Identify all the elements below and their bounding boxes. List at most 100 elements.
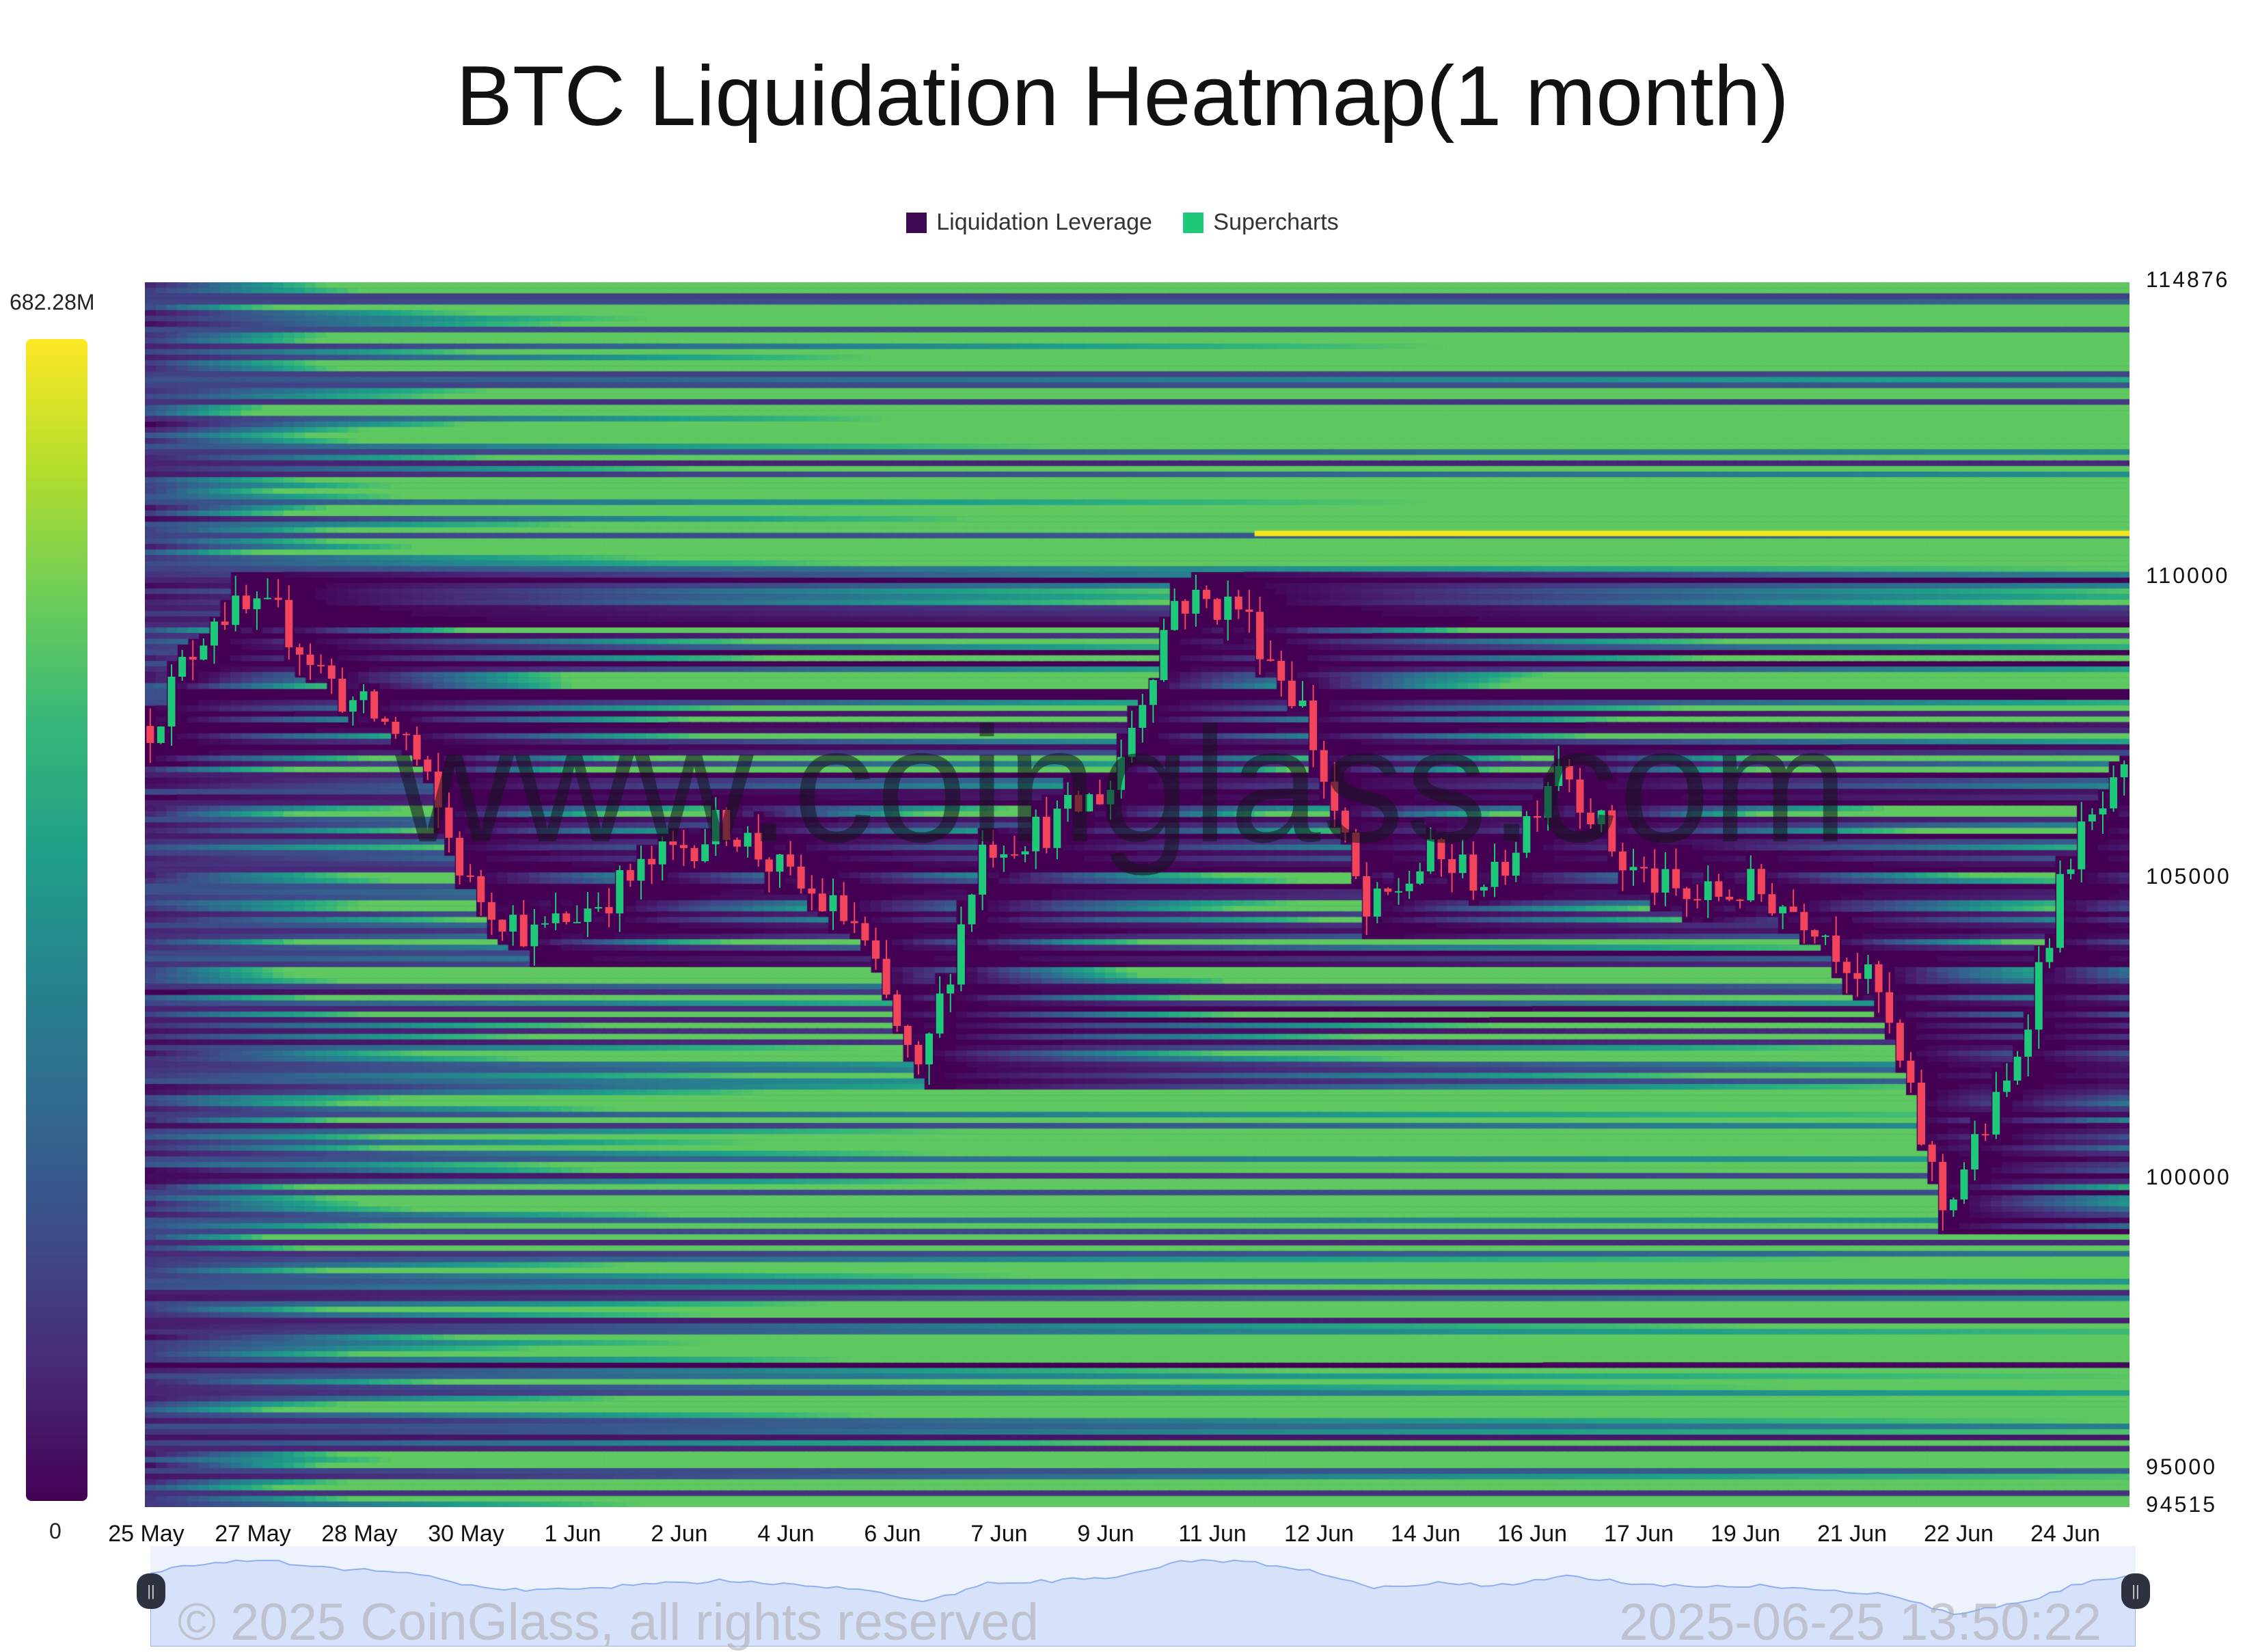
x-tick-label: 19 Jun (1710, 1521, 1781, 1547)
candle-body (381, 718, 389, 722)
x-tick-label: 28 May (321, 1521, 398, 1547)
candle-up (1555, 746, 1563, 791)
candle-down (893, 990, 901, 1032)
candle-down (1277, 650, 1285, 697)
legend-item-liquidation[interactable]: Liquidation Leverage (906, 209, 1152, 236)
candle-body (979, 844, 987, 895)
candle-body (403, 733, 410, 735)
legend-item-supercharts[interactable]: Supercharts (1183, 209, 1339, 236)
candle-up (947, 974, 955, 1013)
candle-body (1544, 786, 1552, 818)
candle-body (221, 621, 229, 625)
candle-up (2120, 760, 2128, 796)
candle-body (744, 832, 752, 847)
candle-body (1106, 789, 1115, 804)
candle-down (477, 869, 485, 916)
candle-down (1042, 796, 1050, 854)
candle-body (264, 597, 272, 599)
candle-down (1587, 798, 1595, 829)
candle-body (1512, 852, 1520, 876)
candle-down (797, 854, 805, 894)
candle-body (1224, 596, 1232, 620)
y-tick-label: 94515 (2146, 1492, 2217, 1517)
candle-up (232, 576, 240, 632)
candle-body (1021, 851, 1029, 855)
candle-body (1256, 612, 1264, 660)
candle-up (2035, 946, 2043, 1049)
candle-down (1074, 790, 1083, 813)
navigator-right-handle-icon[interactable]: || (2121, 1573, 2150, 1609)
candle-down (1437, 838, 1445, 877)
y-tick-label: 100000 (2146, 1165, 2231, 1190)
candle-down (1757, 863, 1765, 902)
candle-body (1597, 810, 1605, 824)
candle-body (1032, 816, 1040, 852)
candle-down (274, 579, 282, 608)
candle-body (1384, 888, 1392, 892)
candle-down (498, 919, 506, 941)
y-tick-label: 105000 (2146, 864, 2231, 889)
candle-body (872, 940, 880, 959)
candle-body (424, 759, 432, 772)
candle-down (690, 845, 698, 869)
candle-up (2110, 766, 2118, 812)
candle-down (327, 658, 336, 694)
candle-body (882, 958, 890, 994)
candle-body (1875, 964, 1883, 992)
candle-up (637, 845, 645, 899)
candle-down (765, 857, 773, 893)
candle-body (2056, 874, 2064, 948)
candle-body (1650, 868, 1659, 893)
candle-up (1960, 1162, 1968, 1204)
candle-body (1160, 629, 1168, 681)
candle-down (1810, 929, 1819, 944)
candle-up (1949, 1197, 1957, 1217)
candle-body (573, 921, 581, 923)
candle-down (1928, 1141, 1936, 1182)
candle-down (424, 755, 432, 781)
heatmap-canvas[interactable] (145, 282, 2130, 1507)
candle-up (1544, 781, 1552, 831)
candle-body (306, 654, 314, 665)
candle-body (1426, 839, 1434, 871)
candle-up (1064, 782, 1072, 822)
candle-body (989, 844, 997, 858)
candle-up (1523, 811, 1531, 858)
candle-up (1864, 955, 1872, 994)
candle-down (1896, 1019, 1904, 1068)
candle-body (1992, 1092, 2000, 1135)
candle-body (936, 993, 944, 1034)
candle-up (2024, 1014, 2032, 1076)
candle-down (221, 602, 229, 630)
candle-body (1064, 795, 1072, 809)
candle-body (1171, 601, 1179, 630)
range-navigator[interactable] (150, 1546, 2136, 1647)
candle-up (2099, 791, 2107, 835)
candle-body (1192, 589, 1200, 614)
candle-body (232, 595, 240, 625)
navigator-left-handle-icon[interactable]: || (137, 1573, 165, 1609)
candle-body (1842, 962, 1851, 973)
candle-body (1117, 757, 1126, 790)
candle-body (626, 870, 634, 881)
candle-body (1565, 766, 1573, 780)
candle-up (1512, 841, 1520, 882)
timestamp-text: 2025-06-25 13:50:22 (1619, 1593, 2101, 1651)
candle-down (1918, 1069, 1926, 1146)
candle-down (1640, 856, 1648, 882)
candle-body (338, 679, 346, 712)
candle-up (1416, 863, 1424, 885)
candle-up (2088, 808, 2096, 830)
x-tick-label: 22 Jun (1923, 1521, 1994, 1547)
candle-body (1939, 1161, 1947, 1210)
candle-up (2067, 858, 2075, 880)
candle-body (701, 844, 709, 862)
candle-down (1341, 807, 1349, 843)
candle-body (1629, 867, 1637, 871)
legend-swatch (1183, 212, 1204, 233)
candle-up (1085, 793, 1093, 812)
candle-body (477, 876, 485, 902)
candle-body (200, 645, 208, 660)
candle-up (1629, 848, 1637, 886)
candle-body (2078, 821, 2086, 869)
